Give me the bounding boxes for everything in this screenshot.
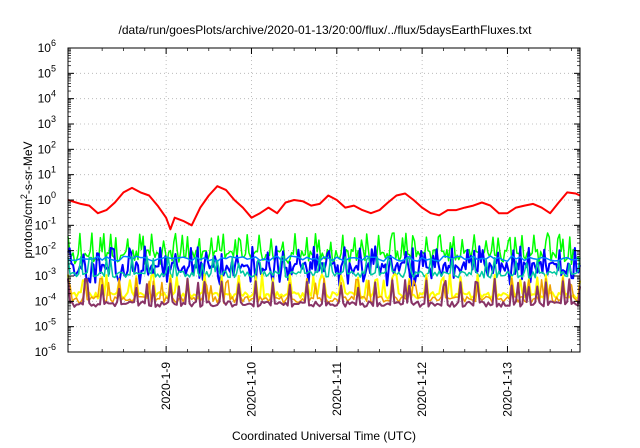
x-axis-ticks: 2020-1-9 2020-1-10 2020-1-11 2020-1-12 2020-… bbox=[101, 48, 572, 417]
y-tick-label: 101 bbox=[38, 165, 56, 182]
y-axis-label-exponent: 2 bbox=[19, 194, 29, 199]
y-tick-label: 10-3 bbox=[35, 266, 56, 283]
y-tick-label: 10-4 bbox=[35, 291, 56, 308]
y-axis-label: protons/cm2-s-sr-MeV bbox=[19, 141, 35, 258]
y-tick-label: 100 bbox=[38, 190, 56, 207]
x-tick-label: 2020-1-11 bbox=[330, 362, 344, 416]
y-tick-label: 10-2 bbox=[35, 241, 56, 258]
y-tick-label: 10-1 bbox=[35, 215, 56, 232]
x-axis-label: Coordinated Universal Time (UTC) bbox=[232, 429, 416, 443]
y-tick-label: 102 bbox=[38, 139, 56, 156]
x-tick-label: 2020-1-13 bbox=[500, 362, 514, 417]
y-axis-ticks: 10-6 10-5 10-4 10-3 10-2 10-1 100 101 102 103 104 1… bbox=[35, 38, 580, 359]
y-tick-label: 104 bbox=[38, 89, 56, 106]
series-line-7 bbox=[67, 277, 581, 308]
x-tick-label: 2020-1-10 bbox=[244, 362, 258, 417]
y-tick-label: 106 bbox=[38, 38, 56, 55]
y-tick-label: 10-5 bbox=[35, 317, 56, 334]
series-line-1 bbox=[67, 232, 581, 266]
y-axis-label-part1: protons/cm bbox=[21, 199, 35, 258]
x-tick-label: 2020-1-12 bbox=[415, 362, 429, 417]
y-tick-label: 105 bbox=[38, 63, 56, 80]
series-line-4 bbox=[67, 255, 581, 279]
series-group bbox=[67, 185, 581, 308]
y-tick-label: 103 bbox=[38, 114, 56, 131]
y-axis-label-part2: -s-sr-MeV bbox=[21, 141, 35, 194]
x-tick-label: 2020-1-9 bbox=[159, 362, 173, 410]
chart-title: /data/run/goesPlots/archive/2020-01-13/2… bbox=[119, 23, 533, 37]
y-tick-label: 10-6 bbox=[35, 342, 56, 359]
series-line-0 bbox=[67, 185, 581, 231]
